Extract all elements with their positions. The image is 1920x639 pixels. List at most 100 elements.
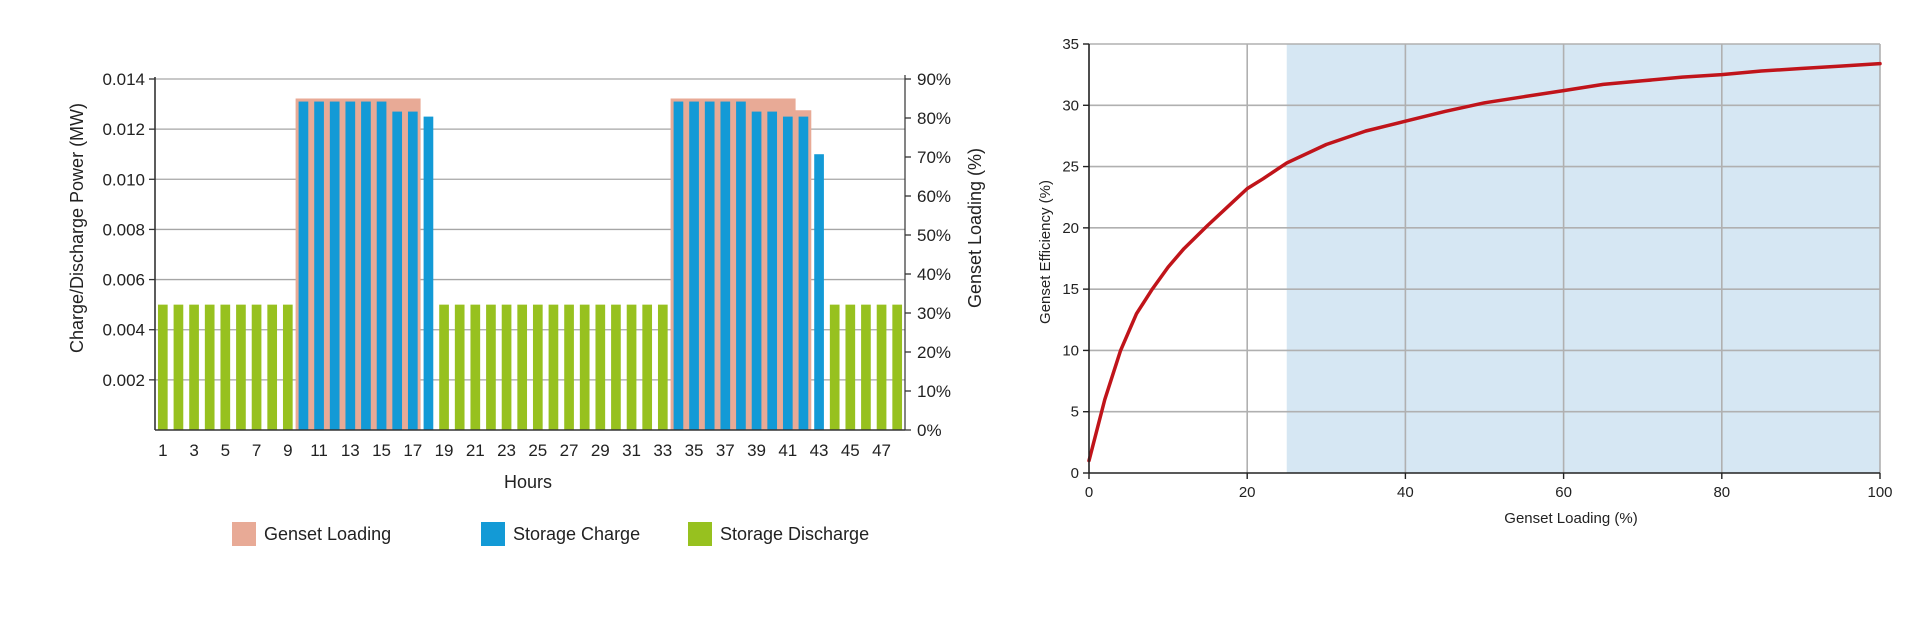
storage-discharge-bar xyxy=(486,304,496,430)
chart2-x-tick-label: 0 xyxy=(1085,484,1093,501)
storage-discharge-bar xyxy=(454,304,465,430)
chart2-axes xyxy=(1088,44,1880,474)
efficiency-curve-line xyxy=(1087,61,1882,463)
storage-charge-bar xyxy=(298,101,309,431)
storage-discharge-bar xyxy=(282,304,293,430)
chart1-right-tick-label: 0% xyxy=(917,421,942,440)
storage-charge-bar xyxy=(814,154,824,430)
chart1-x-tick-label: 9 xyxy=(283,441,292,460)
chart1-left-tick-label: 0.014 xyxy=(102,70,145,89)
storage-discharge-bar xyxy=(501,304,512,430)
chart2-x-axis-label: Genset Loading (%) xyxy=(1504,510,1637,527)
storage-discharge-bar xyxy=(517,304,528,430)
genset-loading-area xyxy=(155,98,905,430)
storage-charge-bar xyxy=(704,101,715,431)
chart2-x-tick-label: 100 xyxy=(1867,484,1892,501)
chart2-y-tick-label: 25 xyxy=(1062,159,1079,176)
chart1-tick-labels: 0.002 0.004 0.006 0.008 0.010 0.012 0.014 0% 10%… xyxy=(102,70,951,460)
chart2-x-tick-label: 20 xyxy=(1239,484,1256,501)
storage-discharge-bar xyxy=(642,304,653,430)
storage-discharge-bar xyxy=(470,304,481,430)
storage-charge-bar xyxy=(423,116,434,430)
chart1-left-tick-label: 0.002 xyxy=(102,371,145,390)
chart1-right-tick-label: 90% xyxy=(917,70,951,89)
chart1-right-tick-label: 80% xyxy=(917,109,951,128)
storage-charge-bar xyxy=(345,101,356,431)
storage-charge-bar xyxy=(376,101,387,431)
storage-discharge-bar xyxy=(532,304,543,430)
chart1-right-tick-label: 50% xyxy=(917,226,951,245)
chart1-x-axis-label: Hours xyxy=(504,472,552,492)
legend-swatch-genset xyxy=(232,522,256,546)
storage-discharge-bar xyxy=(829,304,840,430)
storage-discharge-bar xyxy=(189,304,199,430)
chart2-gridlines xyxy=(1089,43,1881,473)
chart2-y-tick-label: 15 xyxy=(1062,281,1079,298)
chart1-x-tick-label: 1 xyxy=(158,441,167,460)
storage-discharge-bar xyxy=(564,304,574,430)
chart1-gridlines xyxy=(155,78,905,381)
storage-discharge-bar xyxy=(892,304,903,430)
storage-discharge-bar xyxy=(876,304,887,430)
legend-swatch-discharge xyxy=(688,522,712,546)
storage-charge-bar xyxy=(407,111,418,430)
chart1-x-tick-label: 11 xyxy=(310,441,328,460)
storage-discharge-bar xyxy=(157,304,168,430)
storage-charge-bar xyxy=(673,101,684,431)
chart1-x-tick-label: 5 xyxy=(221,441,230,460)
chart2-tick-labels: 0 5 10 15 20 25 30 35 0 20 40 60 80 100 xyxy=(1062,36,1892,501)
chart1-x-tick-label: 17 xyxy=(403,441,422,460)
storage-discharge-bar xyxy=(251,304,262,430)
chart2-y-tick-label: 5 xyxy=(1071,404,1079,421)
storage-charge-bar xyxy=(720,101,731,431)
chart1-x-tick-label: 23 xyxy=(497,441,516,460)
storage-charge-bar xyxy=(751,111,762,430)
chart2-y-tick-label: 20 xyxy=(1062,220,1079,237)
chart1-x-tick-label: 33 xyxy=(653,441,672,460)
chart1-x-tick-label: 37 xyxy=(716,441,735,460)
chart1-left-tick-label: 0.012 xyxy=(102,120,145,139)
chart1-right-tick-label: 30% xyxy=(917,304,951,323)
chart1-right-tick-label: 60% xyxy=(917,187,951,206)
chart1-right-tick-label: 10% xyxy=(917,382,951,401)
legend-swatch-charge xyxy=(481,522,505,546)
power-loading-chart: 0.002 0.004 0.006 0.008 0.010 0.012 0.014 0% 10%… xyxy=(67,70,985,546)
chart1-x-tick-label: 39 xyxy=(747,441,766,460)
storage-discharge-bar xyxy=(548,304,559,430)
chart2-y-tick-label: 10 xyxy=(1062,342,1079,359)
chart1-x-tick-label: 29 xyxy=(591,441,610,460)
storage-charge-bar xyxy=(767,111,778,430)
storage-charge-bar xyxy=(736,101,746,431)
chart1-x-tick-label: 45 xyxy=(841,441,860,460)
storage-discharge-bar xyxy=(611,304,621,430)
chart2-x-tick-label: 80 xyxy=(1713,484,1730,501)
storage-charge-bar xyxy=(314,101,324,431)
chart1-x-tick-label: 43 xyxy=(810,441,829,460)
legend-label-discharge: Storage Discharge xyxy=(720,524,869,544)
chart1-right-tick-label: 40% xyxy=(917,265,951,284)
chart2-x-tick-label: 60 xyxy=(1555,484,1572,501)
chart1-axes xyxy=(154,75,906,431)
chart1-left-tick-label: 0.004 xyxy=(102,321,145,340)
chart2-shaded-region xyxy=(1286,44,1880,473)
chart1-x-tick-label: 41 xyxy=(778,441,797,460)
storage-discharge-bar xyxy=(626,304,637,430)
legend-label-genset: Genset Loading xyxy=(264,524,391,544)
storage-discharge-bar xyxy=(173,304,184,430)
storage-discharge-bar xyxy=(845,304,856,430)
storage-discharge-bar xyxy=(861,304,871,430)
storage-charge-bar xyxy=(329,101,340,431)
chart1-right-axis-label: Genset Loading (%) xyxy=(965,148,985,308)
chart1-x-tick-label: 3 xyxy=(189,441,198,460)
chart1-x-tick-label: 19 xyxy=(435,441,454,460)
chart1-x-tick-label: 47 xyxy=(872,441,891,460)
chart2-x-tick-label: 40 xyxy=(1397,484,1414,501)
chart1-right-tick-label: 20% xyxy=(917,343,951,362)
chart1-left-tick-label: 0.006 xyxy=(102,271,145,290)
chart1-right-tick-label: 70% xyxy=(917,148,951,167)
chart1-x-tick-label: 15 xyxy=(372,441,391,460)
storage-discharge-bar xyxy=(595,304,606,430)
chart2-y-axis-label: Genset Efficiency (%) xyxy=(1037,180,1054,324)
storage-discharge-bar xyxy=(220,304,231,430)
legend-label-charge: Storage Charge xyxy=(513,524,640,544)
